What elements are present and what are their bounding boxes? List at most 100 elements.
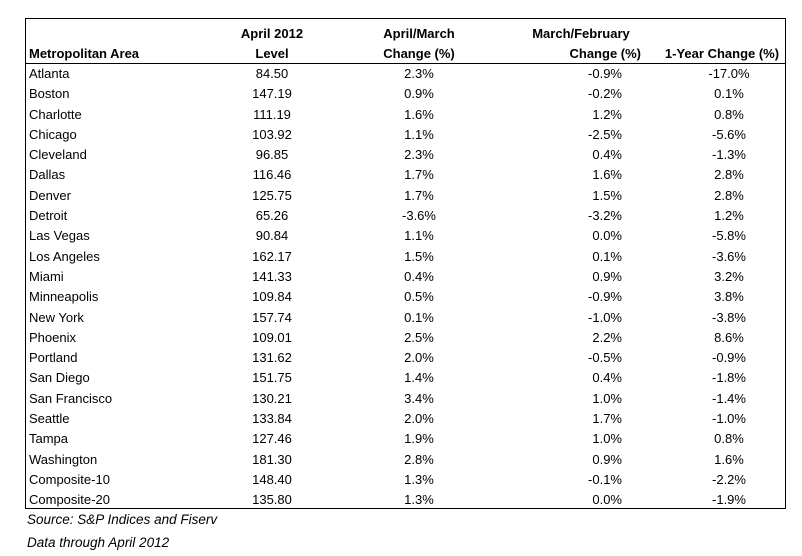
cell-one-year: 0.1% bbox=[714, 86, 744, 102]
table-row: Los Angeles 162.17 1.5% 0.1% -3.6% bbox=[26, 247, 785, 267]
cell-april-march: 1.3% bbox=[404, 492, 434, 508]
cell-level: 148.40 bbox=[252, 471, 292, 487]
cell-march-february: 0.4% bbox=[592, 147, 622, 163]
cell-area: Minneapolis bbox=[29, 289, 99, 305]
cell-level: 116.46 bbox=[252, 167, 292, 183]
cell-march-february: 2.2% bbox=[592, 329, 622, 345]
cell-april-march: 1.3% bbox=[404, 471, 434, 487]
table-row: Atlanta 84.50 2.3% -0.9% -17.0% bbox=[26, 64, 785, 84]
cell-march-february: 0.4% bbox=[592, 370, 622, 386]
cell-area: San Francisco bbox=[29, 390, 113, 406]
cell-one-year: 1.6% bbox=[714, 451, 744, 467]
cell-march-february: 1.0% bbox=[592, 431, 622, 447]
cell-one-year: -17.0% bbox=[708, 66, 750, 81]
cell-march-february: 1.2% bbox=[592, 106, 622, 122]
cell-level: 141.33 bbox=[252, 268, 292, 284]
header-april-march-line2: Change (%) bbox=[383, 46, 455, 61]
cell-one-year: 3.8% bbox=[714, 289, 744, 305]
cell-one-year: 1.2% bbox=[714, 208, 744, 224]
data-table: Metropolitan Area April 2012 Level April… bbox=[25, 18, 786, 509]
cell-level: 84.50 bbox=[255, 66, 289, 81]
cell-level: 127.46 bbox=[252, 431, 292, 447]
cell-area: Los Angeles bbox=[29, 248, 100, 264]
cell-area: Denver bbox=[29, 187, 71, 203]
cell-april-march: 0.9% bbox=[404, 86, 434, 102]
cell-one-year: -1.9% bbox=[712, 492, 746, 508]
cell-march-february: 0.9% bbox=[592, 451, 622, 467]
table-header: Metropolitan Area April 2012 Level April… bbox=[26, 19, 785, 64]
cell-one-year: -1.4% bbox=[712, 390, 746, 406]
cell-level: 151.75 bbox=[252, 370, 292, 386]
cell-area: Portland bbox=[29, 350, 78, 366]
header-march-february-line2: Change (%) bbox=[569, 46, 642, 61]
cell-area: Tampa bbox=[29, 431, 69, 447]
cell-one-year: 2.8% bbox=[714, 187, 744, 203]
table-row: New York 157.74 0.1% -1.0% -3.8% bbox=[26, 308, 785, 328]
cell-level: 65.26 bbox=[255, 208, 289, 224]
cell-area: Detroit bbox=[29, 208, 68, 224]
data-through-note: Data through April 2012 bbox=[27, 535, 170, 550]
cell-level: 147.19 bbox=[252, 86, 292, 102]
cell-march-february: 0.1% bbox=[592, 248, 622, 264]
cell-area: San Diego bbox=[29, 370, 90, 386]
cell-one-year: 0.8% bbox=[714, 106, 744, 122]
cell-one-year: -1.3% bbox=[712, 147, 746, 163]
table-row: Cleveland 96.85 2.3% 0.4% -1.3% bbox=[26, 145, 785, 165]
cell-march-february: -0.9% bbox=[588, 66, 622, 81]
cell-area: Cleveland bbox=[29, 147, 87, 163]
cell-one-year: 2.8% bbox=[714, 167, 744, 183]
header-level-line1: April 2012 bbox=[240, 26, 304, 41]
cell-march-february: -0.9% bbox=[588, 289, 622, 305]
cell-one-year: 3.2% bbox=[714, 268, 744, 284]
cell-march-february: -1.0% bbox=[588, 309, 622, 325]
cell-april-march: 3.4% bbox=[404, 390, 434, 406]
cell-one-year: 0.8% bbox=[714, 431, 744, 447]
table-row: Composite-10 148.40 1.3% -0.1% -2.2% bbox=[26, 470, 785, 490]
cell-level: 157.74 bbox=[252, 309, 292, 325]
header-april-march-line1: April/March bbox=[383, 26, 455, 41]
cell-april-march: 1.6% bbox=[404, 106, 434, 122]
cell-april-march: -3.6% bbox=[402, 208, 436, 224]
cell-march-february: -3.2% bbox=[588, 208, 622, 224]
cell-march-february: -0.1% bbox=[588, 471, 622, 487]
cell-area: Chicago bbox=[29, 126, 77, 142]
cell-level: 125.75 bbox=[252, 187, 292, 203]
table-row: Miami 141.33 0.4% 0.9% 3.2% bbox=[26, 267, 785, 287]
cell-april-march: 2.0% bbox=[404, 350, 434, 366]
cell-level: 109.01 bbox=[252, 329, 292, 345]
cell-march-february: -2.5% bbox=[588, 126, 622, 142]
table-row: Detroit 65.26 -3.6% -3.2% 1.2% bbox=[26, 206, 785, 226]
cell-one-year: 8.6% bbox=[714, 329, 744, 345]
cell-level: 109.84 bbox=[252, 289, 292, 305]
cell-level: 162.17 bbox=[252, 248, 292, 264]
cell-level: 90.84 bbox=[255, 228, 289, 244]
table-row: Phoenix 109.01 2.5% 2.2% 8.6% bbox=[26, 328, 785, 348]
cell-area: Atlanta bbox=[29, 66, 70, 81]
table-row: Dallas 116.46 1.7% 1.6% 2.8% bbox=[26, 165, 785, 185]
cell-one-year: -1.8% bbox=[712, 370, 746, 386]
table-row: Boston 147.19 0.9% -0.2% 0.1% bbox=[26, 84, 785, 104]
cell-level: 111.19 bbox=[253, 106, 291, 122]
cell-level: 131.62 bbox=[252, 350, 292, 366]
table-row: Seattle 133.84 2.0% 1.7% -1.0% bbox=[26, 409, 785, 429]
cell-march-february: -0.2% bbox=[588, 86, 622, 102]
header-metropolitan-area: Metropolitan Area bbox=[29, 46, 140, 61]
cell-march-february: 1.7% bbox=[592, 411, 622, 427]
cell-march-february: 1.5% bbox=[592, 187, 622, 203]
table-row: Washington 181.30 2.8% 0.9% 1.6% bbox=[26, 450, 785, 470]
table-row: Portland 131.62 2.0% -0.5% -0.9% bbox=[26, 348, 785, 368]
table-row: Las Vegas 90.84 1.1% 0.0% -5.8% bbox=[26, 226, 785, 246]
table-row: Minneapolis 109.84 0.5% -0.9% 3.8% bbox=[26, 287, 785, 307]
header-one-year-change: 1-Year Change (%) bbox=[664, 46, 780, 61]
cell-one-year: -5.8% bbox=[712, 228, 746, 244]
table-body: Atlanta 84.50 2.3% -0.9% -17.0% Boston 147.19 0… bbox=[26, 64, 785, 511]
cell-area: Las Vegas bbox=[29, 228, 90, 244]
table-row: San Diego 151.75 1.4% 0.4% -1.8% bbox=[26, 368, 785, 388]
cell-march-february: 1.0% bbox=[592, 390, 622, 406]
cell-one-year: -2.2% bbox=[712, 471, 746, 487]
cell-level: 103.92 bbox=[252, 126, 292, 142]
cell-april-march: 1.5% bbox=[404, 248, 434, 264]
cell-april-march: 2.3% bbox=[404, 66, 434, 81]
cell-april-march: 0.4% bbox=[404, 268, 434, 284]
cell-area: Seattle bbox=[29, 411, 70, 427]
